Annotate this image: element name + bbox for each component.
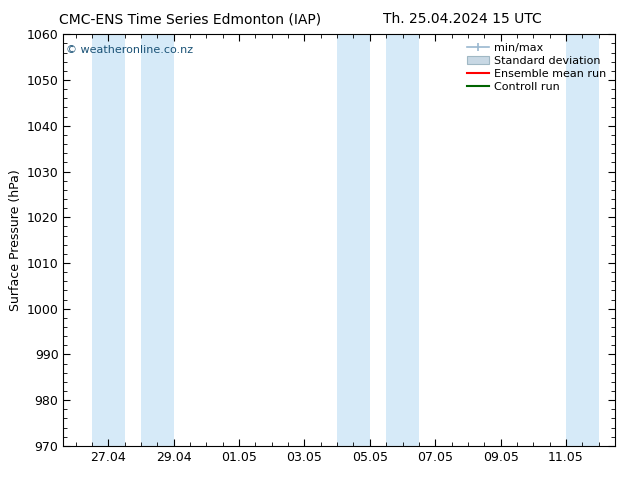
Bar	[386, 34, 419, 446]
Legend: min/max, Standard deviation, Ensemble mean run, Controll run: min/max, Standard deviation, Ensemble me…	[464, 40, 609, 95]
Bar	[141, 34, 174, 446]
Bar	[337, 34, 370, 446]
Bar	[566, 34, 598, 446]
Text: Th. 25.04.2024 15 UTC: Th. 25.04.2024 15 UTC	[384, 12, 542, 26]
Bar	[92, 34, 125, 446]
Text: © weatheronline.co.nz: © weatheronline.co.nz	[66, 45, 193, 54]
Y-axis label: Surface Pressure (hPa): Surface Pressure (hPa)	[10, 169, 22, 311]
Text: CMC-ENS Time Series Edmonton (IAP): CMC-ENS Time Series Edmonton (IAP)	[59, 12, 321, 26]
